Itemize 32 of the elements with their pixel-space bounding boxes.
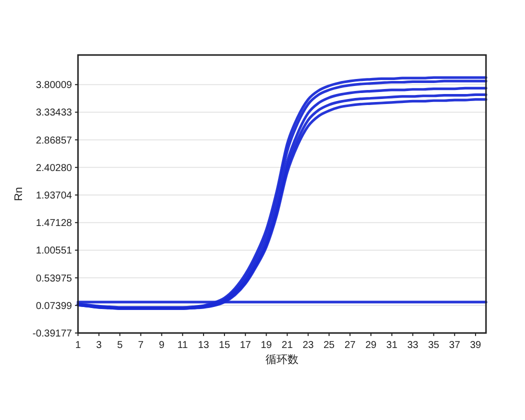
x-tick-label: 1	[75, 340, 82, 351]
y-tick-label: -0.39177	[32, 328, 72, 340]
x-tick-label: 9	[158, 340, 165, 351]
y-tick-label: 3.80009	[36, 80, 72, 92]
x-tick-label: 7	[138, 340, 144, 351]
x-tick-label: 19	[260, 340, 272, 351]
x-axis-title: 循环数	[266, 354, 298, 366]
x-tick-label: 21	[282, 340, 294, 351]
y-tick-label: 1.00551	[36, 246, 72, 257]
x-tick-label: 17	[240, 340, 252, 351]
x-tick-label: 39	[470, 340, 482, 351]
x-tick-label: 29	[365, 340, 377, 351]
y-tick-label: 2.40280	[36, 162, 72, 174]
x-tick-label: 35	[428, 340, 440, 351]
y-tick-label: 0.53975	[36, 273, 72, 284]
y-tick-label: 0.07399	[36, 300, 72, 312]
y-axis-title: Rn	[13, 186, 25, 202]
y-tick-label: 1.47128	[36, 218, 72, 230]
x-tick-label: 31	[386, 340, 398, 351]
x-tick-label: 3	[96, 340, 102, 351]
x-tick-label: 15	[218, 340, 230, 351]
x-tick-label: 11	[177, 340, 188, 351]
x-tick-label: 5	[117, 340, 124, 351]
x-tick-label: 13	[198, 340, 210, 351]
x-tick-label: 23	[302, 340, 314, 351]
y-tick-label: 3.33433	[36, 108, 72, 119]
x-tick-label: 27	[344, 340, 356, 351]
x-tick-label: 33	[407, 340, 419, 351]
x-tick-label: 25	[324, 340, 336, 351]
x-tick-label: 37	[449, 340, 461, 351]
y-tick-label: 2.86857	[36, 135, 72, 146]
y-tick-label: 1.93704	[36, 190, 72, 202]
